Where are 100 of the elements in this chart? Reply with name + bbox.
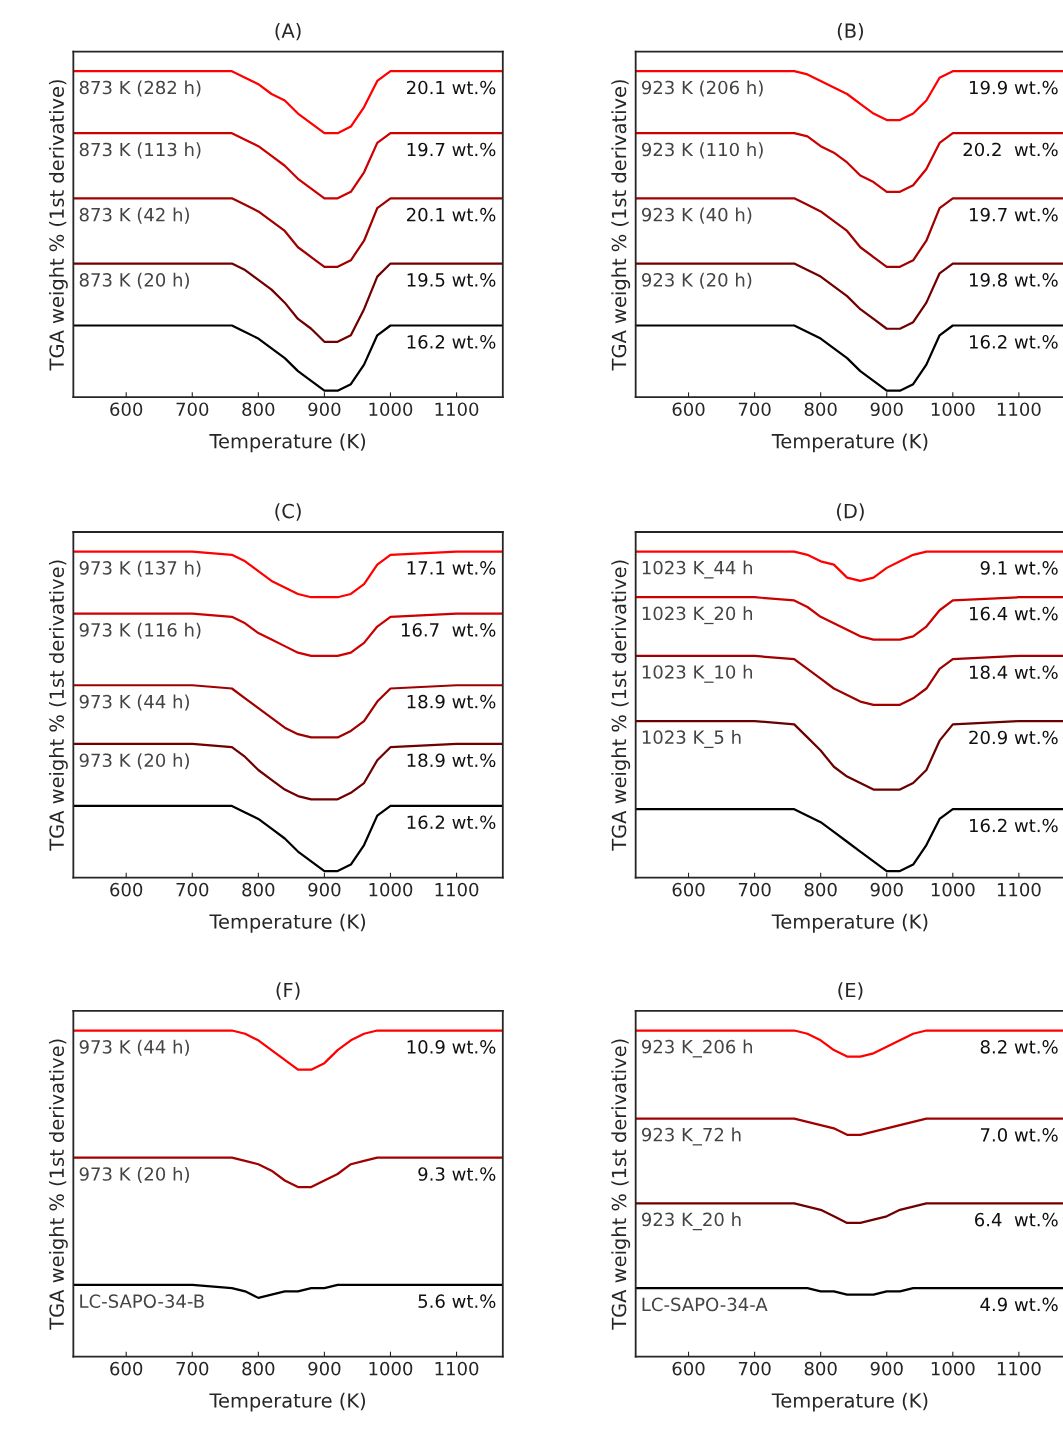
annotation: 20.1 wt.% <box>407 80 496 95</box>
x-tick-label: 1100 <box>997 1361 1041 1376</box>
series-label: 873 K (42 h) <box>79 207 189 224</box>
x-tick-label: 800 <box>804 882 837 897</box>
annotation: 16.2 wt.% <box>969 335 1058 349</box>
x-tick-label: 1000 <box>931 1361 975 1376</box>
annotation: 5.6 wt.% <box>418 1294 496 1309</box>
x-tick-label: 900 <box>870 882 903 897</box>
series-label: 923 K (110 h) <box>641 142 763 159</box>
annotation: 18.9 wt.% <box>407 694 496 709</box>
series-label: 873 K (20 h) <box>79 272 189 289</box>
annotation: 19.8 wt.% <box>969 273 1058 287</box>
annotation: 9.1 wt.% <box>980 561 1058 575</box>
x-axis-title: Temperature (K) <box>209 433 366 453</box>
x-tick-label: 900 <box>870 1361 903 1376</box>
series-label: 1023 K_20 h <box>642 606 753 625</box>
x-tick-label: 1100 <box>435 882 479 897</box>
series-label: 923 K_206 h <box>641 1039 753 1058</box>
x-tick-label: 800 <box>242 402 275 417</box>
series-label: 1023 K_44 h <box>642 560 753 579</box>
x-tick-label: 700 <box>738 1361 771 1376</box>
x-tick-label: 1000 <box>369 1361 413 1376</box>
y-axis-title: TGA weight % (1st derivative) <box>48 1039 68 1330</box>
annotation: 16.7 wt.% <box>401 623 496 637</box>
annotation: 10.9 wt.% <box>407 1040 496 1054</box>
annotation: 20.2 wt.% <box>963 142 1058 157</box>
x-tick-label: 900 <box>870 402 903 417</box>
chart-title: (F) <box>276 982 300 1000</box>
x-tick-label: 900 <box>308 1361 341 1376</box>
x-tick-label: 800 <box>242 1361 275 1376</box>
x-tick-label: 1000 <box>931 882 975 897</box>
y-axis-title: TGA weight % (1st derivative) <box>611 560 631 851</box>
annotation: 19.5 wt.% <box>407 273 496 287</box>
x-tick-label: 1100 <box>997 402 1041 417</box>
series-label: 923 K (206 h) <box>641 80 763 97</box>
x-tick-label: 700 <box>176 882 209 897</box>
x-tick-label: 1000 <box>369 882 413 897</box>
x-axis-title: Temperature (K) <box>209 1392 366 1412</box>
annotation: 18.9 wt.% <box>407 753 496 768</box>
series-label: 923 K (20 h) <box>641 272 752 289</box>
x-tick-label: 900 <box>308 882 341 897</box>
series-label: 923 K_72 h <box>641 1127 741 1146</box>
x-tick-label: 600 <box>110 1361 143 1376</box>
x-tick-label: 600 <box>110 882 143 897</box>
annotation: 16.2 wt.% <box>407 815 496 830</box>
x-tick-label: 700 <box>738 402 771 417</box>
series-label: 1023 K_5 h <box>642 730 741 749</box>
x-tick-label: 900 <box>308 402 341 417</box>
x-axis-title: Temperature (K) <box>771 1392 928 1412</box>
x-tick-label: 1100 <box>997 882 1041 897</box>
chart-title: (B) <box>837 22 863 41</box>
x-tick-label: 1100 <box>435 1361 479 1376</box>
series-label: 973 K (137 h) <box>79 560 201 577</box>
x-axis-title: Temperature (K) <box>771 913 928 933</box>
annotation: 16.2 wt.% <box>407 335 496 349</box>
chart-title: (E) <box>838 982 863 1000</box>
series-label: 973 K (44 h) <box>79 1039 189 1056</box>
annotation: 19.9 wt.% <box>969 80 1058 95</box>
series-label: 973 K (116 h) <box>79 622 201 639</box>
series-label: 873 K (113 h) <box>79 142 201 159</box>
x-tick-label: 800 <box>804 402 837 417</box>
annotation: 16.2 wt.% <box>969 818 1058 833</box>
series-label: 973 K (44 h) <box>79 694 189 711</box>
series-label: 973 K (20 h) <box>79 1166 189 1183</box>
annotation: 17.1 wt.% <box>407 561 496 575</box>
chart-title: (A) <box>275 22 301 41</box>
x-axis-title: Temperature (K) <box>771 433 928 453</box>
annotation: 20.9 wt.% <box>969 730 1058 745</box>
y-axis-title: TGA weight % (1st derivative) <box>48 80 68 371</box>
annotation: 9.3 wt.% <box>418 1167 496 1181</box>
series-label: 873 K (282 h) <box>79 80 201 97</box>
series-label: 1023 K_10 h <box>642 664 753 683</box>
annotation: 19.7 wt.% <box>407 142 496 157</box>
annotation: 20.1 wt.% <box>407 207 496 222</box>
y-axis-title: TGA weight % (1st derivative) <box>611 80 631 371</box>
annotation: 6.4 wt.% <box>975 1212 1058 1227</box>
series-label: LC-SAPO-34-A <box>642 1297 768 1312</box>
y-axis-title: TGA weight % (1st derivative) <box>611 1039 631 1330</box>
annotation: 16.4 wt.% <box>969 606 1058 621</box>
x-tick-label: 1000 <box>931 402 975 417</box>
chart-title: (D) <box>837 503 864 521</box>
x-tick-label: 600 <box>110 402 143 417</box>
annotation: 7.0 wt.% <box>980 1128 1058 1142</box>
x-tick-label: 600 <box>672 1361 705 1376</box>
chart-title: (C) <box>275 503 301 521</box>
series-label: 923 K (40 h) <box>641 207 752 224</box>
x-tick-label: 1000 <box>369 402 413 417</box>
series-label: 973 K (20 h) <box>79 753 189 770</box>
x-tick-label: 1100 <box>435 402 479 417</box>
series-label: 923 K_20 h <box>641 1212 741 1231</box>
x-tick-label: 700 <box>738 882 771 897</box>
y-axis-title: TGA weight % (1st derivative) <box>48 560 68 851</box>
annotation: 8.2 wt.% <box>980 1040 1058 1054</box>
x-tick-label: 700 <box>176 1361 209 1376</box>
annotation: 4.9 wt.% <box>980 1297 1058 1312</box>
x-tick-label: 700 <box>176 402 209 417</box>
x-tick-label: 600 <box>672 882 705 897</box>
x-tick-label: 800 <box>804 1361 837 1376</box>
x-axis-title: Temperature (K) <box>209 913 366 933</box>
x-tick-label: 800 <box>242 882 275 897</box>
